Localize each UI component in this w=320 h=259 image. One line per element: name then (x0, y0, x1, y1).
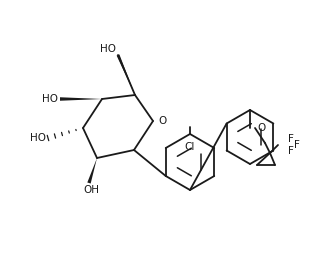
Polygon shape (87, 158, 97, 184)
Text: HO: HO (100, 44, 116, 54)
Text: HO: HO (42, 94, 58, 104)
Text: HO: HO (30, 133, 46, 143)
Text: O: O (257, 123, 265, 133)
Polygon shape (116, 54, 135, 95)
Text: OH: OH (83, 185, 99, 195)
Text: Cl: Cl (185, 142, 195, 152)
Text: F: F (288, 134, 294, 144)
Polygon shape (60, 97, 102, 101)
Text: O: O (158, 116, 166, 126)
Text: F: F (294, 140, 300, 150)
Text: F: F (288, 146, 294, 156)
